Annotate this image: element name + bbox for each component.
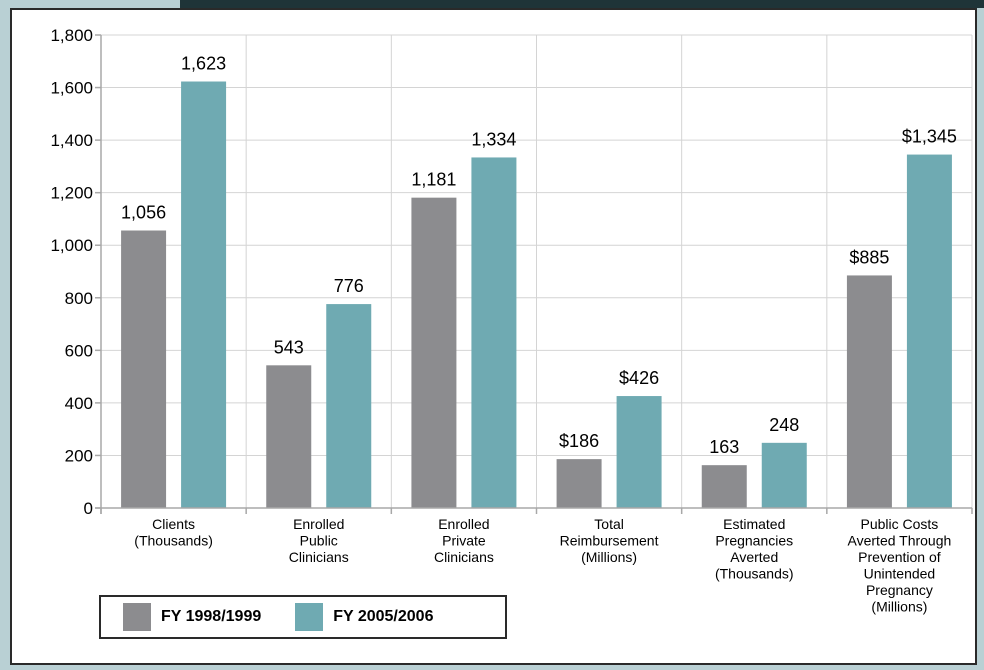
bar-series-2 [181, 81, 227, 509]
category-label: (Thousands) [715, 566, 794, 582]
category-label: Pregnancies [715, 533, 793, 549]
y-tick-label: 600 [65, 341, 93, 360]
bar-series-2 [616, 396, 662, 508]
category-label: Public Costs [861, 516, 939, 532]
data-label: 1,623 [181, 54, 226, 74]
bar-chart: 0 200 400 600 800 1,000 1,200 1,400 1,600 1,800 1,… [50, 26, 973, 615]
y-tick-label: 1,200 [50, 184, 93, 203]
data-label: $1,345 [902, 127, 957, 147]
chart-panel: 0 200 400 600 800 1,000 1,200 1,400 1,600 1,800 1,… [10, 8, 977, 665]
top-band [0, 0, 984, 8]
y-tick-label: 200 [65, 446, 93, 465]
bar-series-1 [556, 459, 602, 508]
data-label: 1,334 [471, 129, 516, 149]
data-label: 776 [334, 276, 364, 296]
legend: FY 1998/1999 FY 2005/2006 [99, 595, 507, 639]
data-label: 1,056 [121, 203, 166, 223]
y-tick-label: 800 [65, 289, 93, 308]
y-tick-label: 1,600 [50, 79, 93, 98]
data-label: 1,181 [411, 170, 456, 190]
category-label: Averted Through [848, 533, 952, 549]
y-tick-label: 0 [84, 499, 93, 518]
bar-series-2 [471, 157, 517, 508]
data-label: $426 [619, 368, 659, 388]
y-tick-label: 1,000 [50, 236, 93, 255]
category-label: Enrolled [293, 516, 344, 532]
category-label: Clinicians [289, 549, 349, 565]
category-label: Enrolled [438, 516, 489, 532]
category-label: Reimbursement [560, 533, 659, 549]
y-tick-label: 1,400 [50, 131, 93, 150]
category-label: Total [594, 516, 624, 532]
category-label: Public [300, 533, 338, 549]
legend-swatch-series-2 [295, 603, 324, 631]
bar-series-2 [906, 154, 952, 508]
y-tick-label: 1,800 [50, 26, 93, 45]
data-label: $186 [559, 431, 599, 451]
y-tick-label: 400 [65, 394, 93, 413]
category-label: (Millions) [581, 549, 637, 565]
bar-series-1 [411, 197, 457, 509]
legend-item-series-1: FY 1998/1999 [123, 603, 261, 631]
category-label: Estimated [723, 516, 785, 532]
data-label: 248 [769, 415, 799, 435]
bar-series-1 [701, 465, 747, 508]
legend-label-series-2: FY 2005/2006 [333, 608, 434, 625]
labels: 0 200 400 600 800 1,000 1,200 1,400 1,600 1,800 1,… [50, 26, 956, 615]
data-label: 543 [274, 337, 304, 357]
category-label: Clients [152, 516, 195, 532]
category-label: Prevention of [858, 549, 941, 565]
data-label: 163 [709, 437, 739, 457]
axes [95, 34, 973, 514]
bars [121, 81, 952, 509]
category-label: Private [442, 533, 486, 549]
data-label: $885 [849, 247, 889, 267]
legend-label-series-1: FY 1998/1999 [161, 608, 262, 625]
category-label: Averted [730, 549, 778, 565]
top-band-accent [0, 0, 180, 8]
category-label: (Millions) [871, 599, 927, 615]
category-label: (Thousands) [134, 533, 213, 549]
bar-series-2 [761, 442, 807, 508]
gridlines [101, 34, 973, 508]
category-label: Unintended [864, 566, 936, 582]
category-label: Clinicians [434, 549, 494, 565]
category-label: Pregnancy [866, 582, 933, 598]
bar-series-2 [326, 304, 372, 508]
bar-series-1 [121, 230, 167, 509]
bar-series-1 [846, 275, 892, 508]
bar-series-1 [266, 365, 312, 508]
legend-item-series-2: FY 2005/2006 [295, 603, 433, 631]
legend-swatch-series-1 [123, 603, 151, 631]
